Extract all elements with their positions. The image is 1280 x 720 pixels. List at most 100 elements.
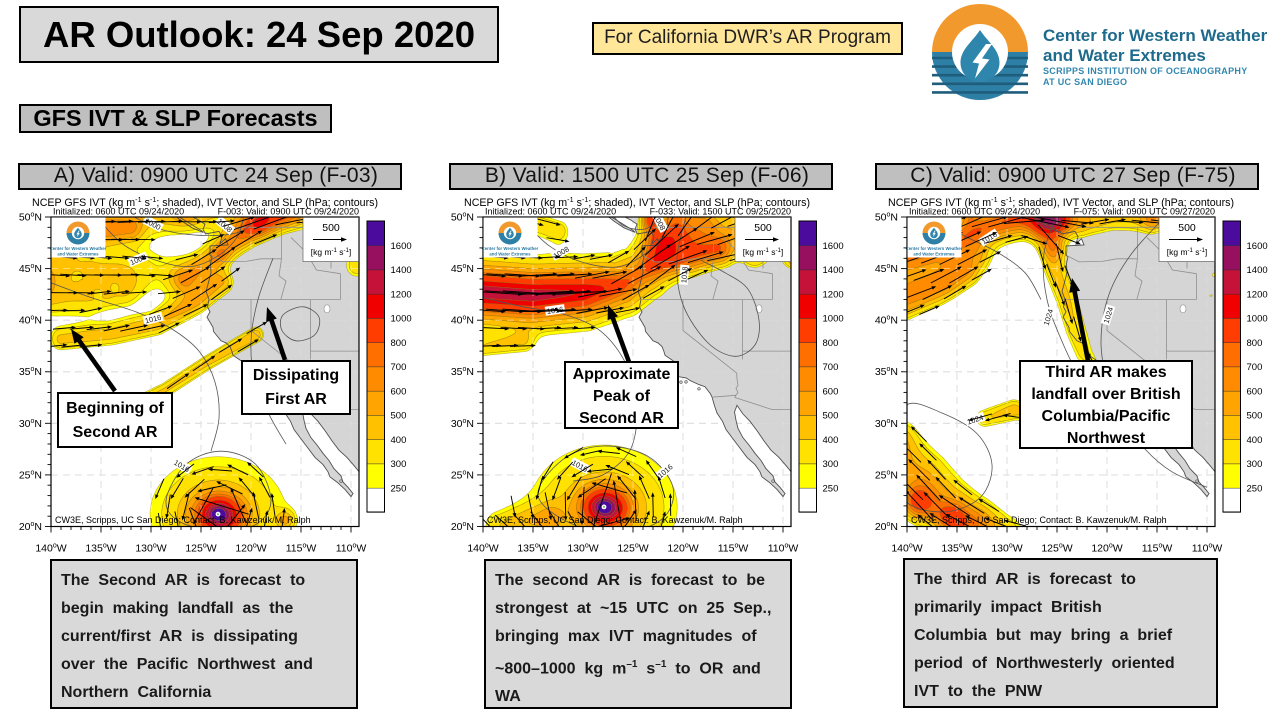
svg-text:120oW: 120oW [235,543,266,555]
svg-text:20oN: 20oN [19,521,42,533]
svg-text:500: 500 [823,411,839,422]
svg-text:Center for Western Weather: Center for Western Weather [50,246,107,251]
svg-text:600: 600 [1247,386,1263,397]
svg-text:50oN: 50oN [19,212,42,224]
svg-text:250: 250 [391,483,407,494]
svg-text:110oW: 110oW [1192,543,1223,555]
svg-text:50oN: 50oN [451,212,474,224]
svg-text:1000: 1000 [823,314,844,325]
svg-text:25oN: 25oN [451,469,474,481]
svg-text:115oW: 115oW [286,543,317,555]
svg-text:35oN: 35oN [19,366,42,378]
svg-text:25oN: 25oN [875,469,898,481]
svg-text:700: 700 [391,362,407,373]
svg-text:and Water Extremes: and Water Extremes [913,252,955,257]
svg-text:600: 600 [823,386,839,397]
svg-text:800: 800 [391,338,407,349]
svg-text:140oW: 140oW [891,543,922,555]
svg-text:800: 800 [1247,338,1263,349]
svg-text:1600: 1600 [823,241,844,252]
svg-text:20oN: 20oN [875,521,898,533]
svg-text:300: 300 [391,459,407,470]
svg-text:1200: 1200 [1247,289,1268,300]
svg-text:130oW: 130oW [135,543,166,555]
svg-text:F-033: Valid: 1500 UTC 09/25/2: F-033: Valid: 1500 UTC 09/25/2020 [650,207,791,217]
svg-text:40oN: 40oN [451,315,474,327]
svg-text:CW3E, Scripps, UC San Diego; C: CW3E, Scripps, UC San Diego; Contact: B.… [911,515,1167,525]
svg-text:125oW: 125oW [185,543,216,555]
svg-text:110oW: 110oW [336,543,367,555]
svg-text:[kg m-1 s-1]: [kg m-1 s-1] [311,247,351,257]
svg-text:800: 800 [823,338,839,349]
svg-text:400: 400 [1247,435,1263,446]
svg-text:600: 600 [391,386,407,397]
svg-text:Center for Western Weather: Center for Western Weather [1043,26,1268,45]
svg-text:CW3E, Scripps, UC San Diego; C: CW3E, Scripps, UC San Diego; Contact: B.… [487,515,743,525]
svg-text:Center for Western Weather: Center for Western Weather [906,246,963,251]
svg-text:Center for Western Weather: Center for Western Weather [482,246,539,251]
svg-text:140oW: 140oW [35,543,66,555]
svg-text:35oN: 35oN [451,366,474,378]
svg-text:NCEP GFS IVT (kg m-1 s-1; shad: NCEP GFS IVT (kg m-1 s-1; shaded), IVT V… [32,195,378,209]
svg-text:30oN: 30oN [451,418,474,430]
svg-text:F-003: Valid: 0900 UTC 09/24/2: F-003: Valid: 0900 UTC 09/24/2020 [218,207,359,217]
svg-text:[kg m-1 s-1]: [kg m-1 s-1] [1167,247,1207,257]
svg-text:1016: 1016 [144,313,162,326]
svg-text:1024: 1024 [1042,308,1055,327]
svg-text:140oW: 140oW [467,543,498,555]
svg-text:1400: 1400 [391,265,412,276]
svg-text:Initialized: 0600 UTC 09/24/20: Initialized: 0600 UTC 09/24/2020 [909,207,1040,217]
svg-text:40oN: 40oN [875,315,898,327]
svg-text:120oW: 120oW [667,543,698,555]
svg-text:125oW: 125oW [617,543,648,555]
svg-text:700: 700 [1247,362,1263,373]
svg-text:300: 300 [1247,459,1263,470]
svg-text:400: 400 [823,435,839,446]
svg-text:125oW: 125oW [1041,543,1072,555]
svg-text:50oN: 50oN [875,212,898,224]
svg-text:400: 400 [391,435,407,446]
svg-text:1018: 1018 [679,266,689,283]
svg-text:130oW: 130oW [567,543,598,555]
svg-text:45oN: 45oN [875,263,898,275]
svg-text:30oN: 30oN [875,418,898,430]
svg-text:300: 300 [823,459,839,470]
svg-text:135oW: 135oW [941,543,972,555]
svg-text:45oN: 45oN [19,263,42,275]
svg-text:1400: 1400 [1247,265,1268,276]
svg-text:250: 250 [1247,483,1263,494]
svg-text:115oW: 115oW [1142,543,1173,555]
svg-text:120oW: 120oW [1091,543,1122,555]
svg-text:500: 500 [322,222,340,234]
svg-text:40oN: 40oN [19,315,42,327]
svg-text:250: 250 [823,483,839,494]
svg-text:130oW: 130oW [991,543,1022,555]
svg-text:1400: 1400 [823,265,844,276]
svg-text:135oW: 135oW [85,543,116,555]
svg-text:NCEP GFS IVT (kg m-1 s-1; shad: NCEP GFS IVT (kg m-1 s-1; shaded), IVT V… [464,195,810,209]
svg-text:F-075: Valid: 0900 UTC 09/27/2: F-075: Valid: 0900 UTC 09/27/2020 [1074,207,1215,217]
svg-text:25oN: 25oN [19,469,42,481]
svg-text:500: 500 [1178,222,1196,234]
svg-text:20oN: 20oN [451,521,474,533]
svg-text:CW3E, Scripps, UC San Diego; C: CW3E, Scripps, UC San Diego; Contact: B.… [55,515,311,525]
svg-text:500: 500 [754,222,772,234]
svg-text:1600: 1600 [1247,241,1268,252]
svg-text:700: 700 [823,362,839,373]
svg-text:115oW: 115oW [718,543,749,555]
svg-text:[kg m-1 s-1]: [kg m-1 s-1] [743,247,783,257]
svg-text:30oN: 30oN [19,418,42,430]
svg-text:35oN: 35oN [875,366,898,378]
svg-text:AT UC SAN DIEGO: AT UC SAN DIEGO [1043,77,1127,87]
svg-text:1600: 1600 [391,241,412,252]
svg-text:1000: 1000 [391,314,412,325]
svg-text:1200: 1200 [391,289,412,300]
svg-text:SCRIPPS INSTITUTION OF OCEANOG: SCRIPPS INSTITUTION OF OCEANOGRAPHY [1043,66,1248,76]
svg-text:110oW: 110oW [768,543,799,555]
svg-text:Initialized: 0600 UTC 09/24/20: Initialized: 0600 UTC 09/24/2020 [485,207,616,217]
svg-text:500: 500 [391,411,407,422]
svg-text:and Water Extremes: and Water Extremes [1043,46,1206,65]
svg-text:500: 500 [1247,411,1263,422]
svg-text:1200: 1200 [823,289,844,300]
svg-text:45oN: 45oN [451,263,474,275]
